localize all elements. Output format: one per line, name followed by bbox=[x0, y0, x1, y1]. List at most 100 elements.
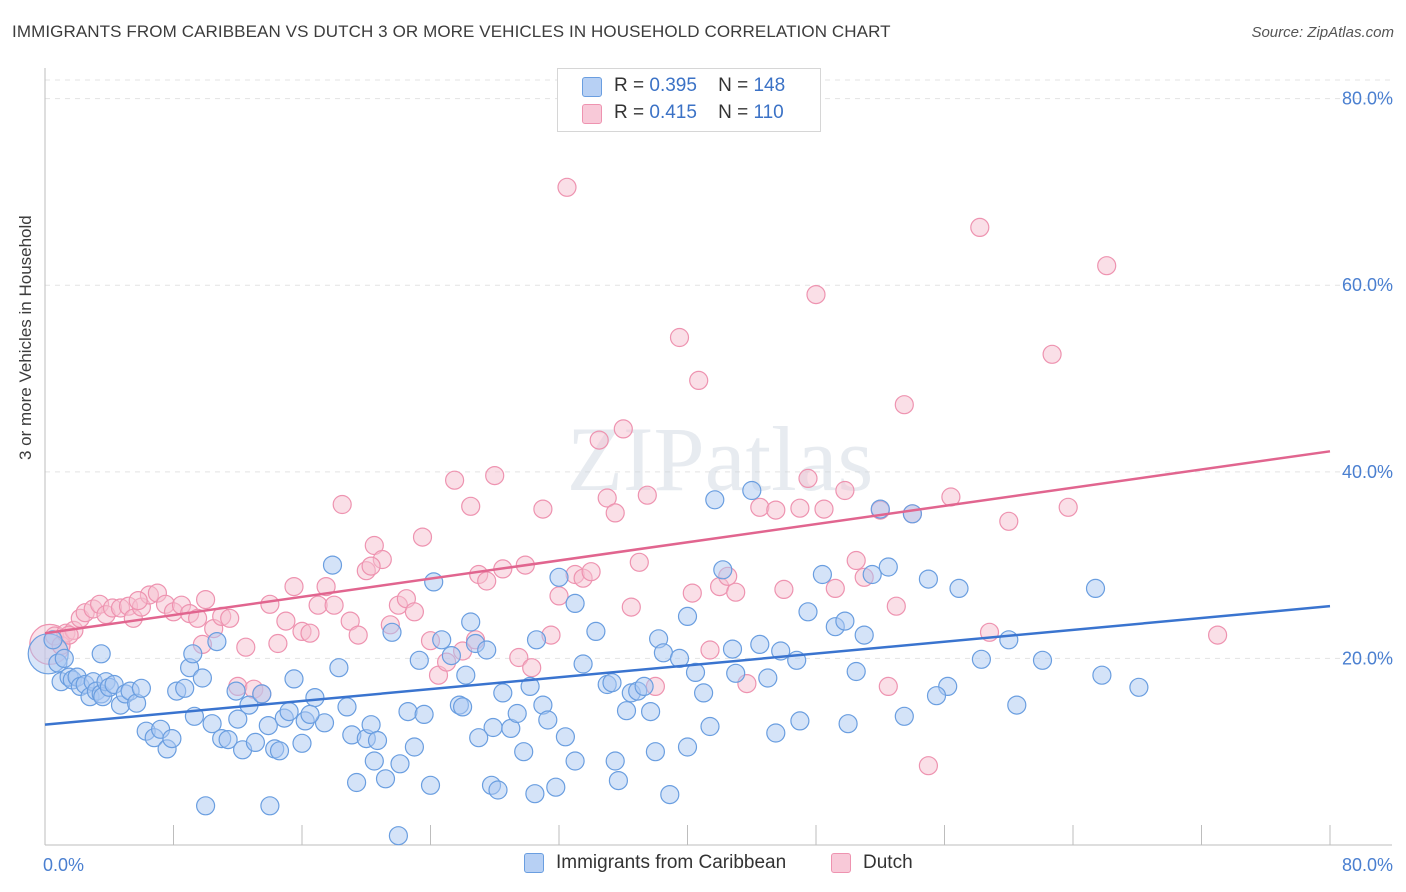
caribbean-point bbox=[54, 648, 74, 669]
caribbean-point bbox=[926, 686, 947, 706]
caribbean-point bbox=[322, 555, 343, 575]
trend-lines bbox=[44, 450, 1331, 726]
dutch-point bbox=[522, 658, 542, 678]
dutch-point bbox=[276, 611, 296, 631]
dutch-point bbox=[878, 676, 898, 697]
caribbean-point bbox=[1092, 665, 1112, 685]
y-tick-label: 20.0% bbox=[1342, 648, 1393, 668]
caribbean-point bbox=[525, 784, 545, 804]
caribbean-point bbox=[685, 662, 706, 683]
caribbean-point bbox=[835, 611, 855, 631]
dutch-point bbox=[316, 576, 336, 597]
source-credit: Source: ZipAtlas.com bbox=[1251, 24, 1394, 41]
caribbean-point bbox=[388, 826, 408, 846]
caribbean-point bbox=[526, 630, 547, 650]
dutch-trend-line bbox=[44, 450, 1331, 635]
caribbean-trend-line bbox=[44, 604, 1331, 726]
dutch-point bbox=[790, 498, 810, 518]
dutch-point bbox=[361, 556, 381, 576]
caribbean-point bbox=[269, 741, 290, 761]
dutch-point bbox=[689, 370, 709, 390]
caribbean-point bbox=[999, 630, 1019, 650]
dutch-point bbox=[260, 594, 280, 614]
caribbean-point bbox=[228, 709, 248, 729]
dutch-point bbox=[485, 466, 505, 486]
caribbean-point bbox=[812, 564, 833, 585]
caribbean-point bbox=[713, 560, 733, 580]
caribbean-point bbox=[162, 728, 182, 749]
dutch-point bbox=[918, 756, 939, 776]
caribbean-point bbox=[640, 701, 661, 722]
caribbean-point bbox=[175, 678, 195, 698]
caribbean-point bbox=[798, 602, 818, 622]
dutch-point bbox=[268, 633, 288, 654]
caribbean-point bbox=[337, 697, 357, 717]
legend-r-value: 0.395 bbox=[649, 75, 697, 96]
caribbean-point bbox=[432, 630, 452, 650]
dutch-point bbox=[1207, 625, 1228, 645]
legend-r-label: R = bbox=[614, 102, 645, 123]
dutch-point bbox=[605, 503, 625, 523]
caribbean-point bbox=[196, 796, 216, 816]
caribbean-point bbox=[245, 732, 265, 753]
caribbean-point bbox=[207, 631, 227, 652]
dutch-point bbox=[308, 595, 328, 615]
dutch-point bbox=[629, 552, 649, 572]
tick-labels: 20.0% 40.0% 60.0% 80.0% 0.0% 80.0% bbox=[43, 89, 1393, 875]
caribbean-point bbox=[565, 751, 585, 771]
caribbean-point bbox=[305, 687, 325, 708]
caribbean-point bbox=[565, 593, 585, 614]
dutch-point bbox=[700, 640, 720, 660]
caribbean-point bbox=[367, 730, 388, 751]
caribbean-point bbox=[456, 665, 476, 685]
caribbean-point bbox=[766, 723, 786, 743]
dutch-point bbox=[509, 647, 529, 668]
dutch-point bbox=[613, 419, 633, 439]
caribbean-point bbox=[192, 668, 212, 688]
dutch-point bbox=[196, 589, 216, 610]
dutch-point bbox=[597, 488, 617, 508]
caribbean-point bbox=[329, 658, 349, 678]
dutch-point bbox=[300, 623, 320, 643]
caribbean-point bbox=[790, 711, 810, 731]
caribbean-point bbox=[660, 784, 680, 805]
caribbean-swatch bbox=[524, 853, 544, 873]
caribbean-point bbox=[314, 713, 335, 733]
dutch-point bbox=[589, 430, 609, 450]
caribbean-point bbox=[183, 644, 203, 664]
legend-r-label: R = bbox=[614, 75, 645, 96]
x-tick-label: 80.0% bbox=[1342, 855, 1393, 875]
caribbean-point bbox=[918, 569, 939, 589]
y-tick-label: 80.0% bbox=[1342, 89, 1393, 109]
caribbean-point bbox=[838, 714, 858, 734]
dutch-point bbox=[637, 485, 657, 505]
caribbean-point bbox=[520, 676, 540, 697]
dutch-point bbox=[348, 625, 368, 645]
dutch-point bbox=[581, 562, 601, 582]
legend-r-value: 0.415 bbox=[649, 102, 697, 123]
legend-n-label: N = bbox=[718, 102, 749, 123]
dutch-point bbox=[236, 637, 256, 657]
caribbean-point bbox=[258, 715, 278, 736]
dutch-point bbox=[332, 494, 352, 515]
dutch-point bbox=[188, 608, 208, 628]
dutch-point bbox=[814, 499, 834, 519]
caribbean-point bbox=[549, 567, 569, 587]
caribbean-point bbox=[902, 504, 923, 524]
caribbean-point bbox=[854, 625, 874, 645]
dutch-point bbox=[999, 511, 1019, 531]
axes bbox=[44, 68, 1392, 846]
dutch-point bbox=[806, 285, 826, 305]
caribbean-point bbox=[705, 490, 725, 510]
caribbean-point bbox=[750, 634, 770, 655]
dutch-point bbox=[461, 496, 481, 516]
dutch-swatch bbox=[582, 104, 602, 124]
bottom-legend-label: Dutch bbox=[863, 852, 913, 873]
dutch-point bbox=[894, 395, 914, 415]
caribbean-point bbox=[726, 663, 746, 683]
dutch-point bbox=[477, 571, 497, 591]
caribbean-point bbox=[862, 564, 882, 585]
caribbean-point bbox=[608, 770, 629, 791]
caribbean-point bbox=[493, 683, 513, 703]
caribbean-point bbox=[653, 643, 674, 663]
